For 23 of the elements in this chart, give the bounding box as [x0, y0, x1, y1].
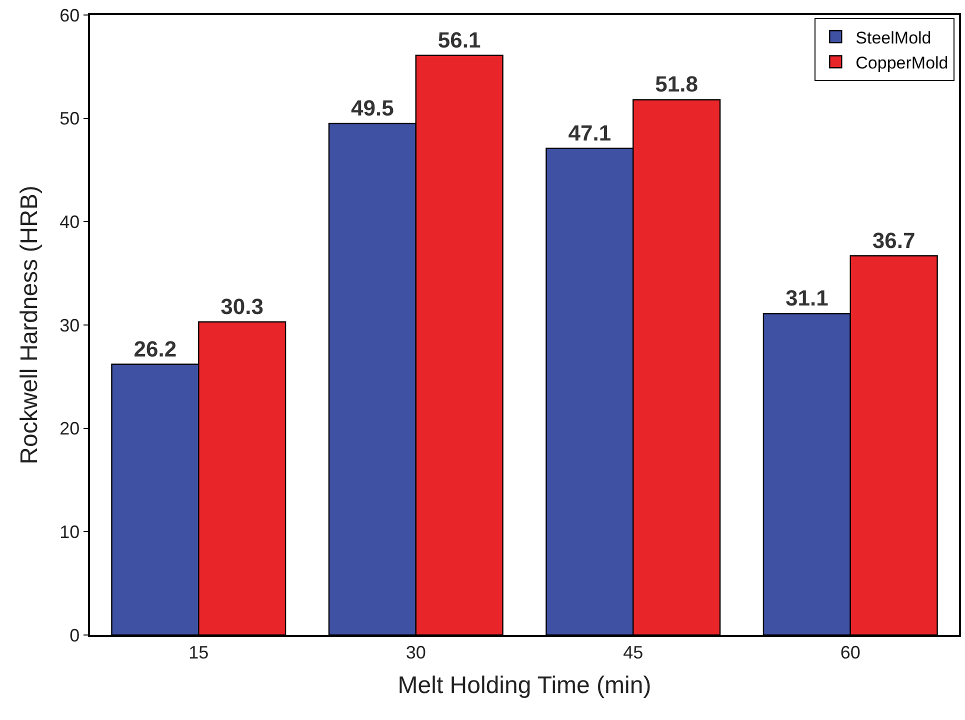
y-tick-label: 20: [60, 418, 80, 439]
x-tick-label: 45: [623, 642, 644, 662]
data-label: 56.1: [438, 27, 481, 52]
x-tick-label: 15: [188, 642, 209, 662]
data-label: 36.7: [872, 228, 916, 253]
y-tick-label: 10: [60, 522, 80, 542]
legend-label: CopperMold: [856, 53, 948, 72]
y-tick-label: 50: [60, 108, 80, 129]
data-label: 51.8: [655, 72, 698, 97]
data-label: 26.2: [134, 336, 177, 362]
data-label: 30.3: [220, 294, 264, 319]
data-label: 47.1: [568, 120, 612, 146]
x-tick-label: 30: [406, 642, 426, 662]
y-tick-label: 30: [60, 315, 80, 336]
legend-label: SteelMold: [856, 28, 932, 48]
x-axis-title: Melt Holding Time (min): [398, 672, 652, 700]
y-tick-label: 0: [70, 625, 80, 646]
y-tick-label: 40: [60, 212, 80, 232]
y-axis-title: Rockwell Hardness (HRB): [16, 186, 44, 464]
data-label: 49.5: [351, 96, 394, 120]
y-tick-label: 60: [60, 5, 80, 26]
x-tick-label: 60: [840, 642, 860, 662]
data-label: 31.1: [786, 286, 828, 311]
